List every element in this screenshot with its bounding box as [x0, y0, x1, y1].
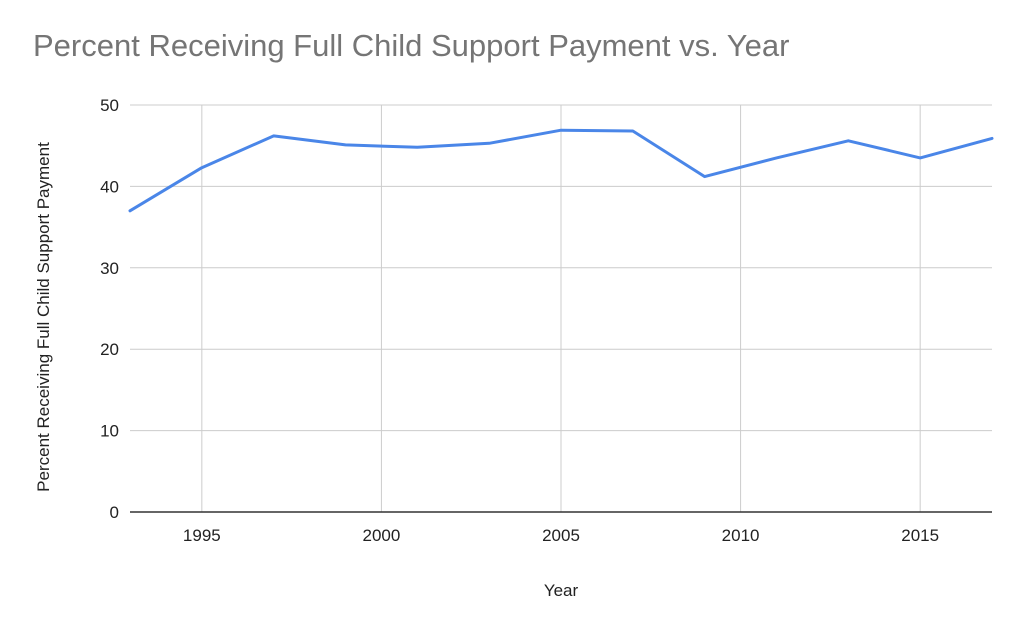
labels: Year Percent Receiving Full Child Suppor…: [34, 142, 579, 600]
y-tick-label: 40: [100, 177, 119, 196]
data-point: [560, 129, 563, 132]
data-point: [488, 142, 491, 145]
chart-title: Percent Receiving Full Child Support Pay…: [33, 28, 790, 63]
y-axis-label: Percent Receiving Full Child Support Pay…: [34, 142, 53, 492]
data-point: [416, 146, 419, 149]
x-tick-label: 1995: [183, 526, 221, 545]
data-point: [991, 137, 994, 140]
series-layer: [128, 128, 994, 213]
y-tick-label: 20: [100, 340, 119, 359]
grid: [130, 104, 992, 512]
axes: 0 10 20 30 40 50 1995 2000 2005 2010 2015: [100, 96, 992, 545]
y-tick-label: 0: [110, 503, 119, 522]
x-tick-label: 2015: [901, 526, 939, 545]
data-point: [919, 156, 922, 159]
data-point: [703, 175, 706, 178]
y-tick-label: 50: [100, 96, 119, 115]
data-point: [129, 209, 132, 212]
x-axis-label: Year: [544, 581, 579, 600]
data-point: [775, 156, 778, 159]
x-tick-label: 2005: [542, 526, 580, 545]
data-point: [344, 143, 347, 146]
data-point: [200, 166, 203, 169]
x-tick-label: 2010: [722, 526, 760, 545]
y-tick-label: 10: [100, 422, 119, 441]
x-tick-label: 2000: [363, 526, 401, 545]
data-point: [631, 130, 634, 133]
data-point: [272, 134, 275, 137]
series-line: [128, 128, 994, 213]
data-point: [847, 139, 850, 142]
y-tick-label: 30: [100, 259, 119, 278]
